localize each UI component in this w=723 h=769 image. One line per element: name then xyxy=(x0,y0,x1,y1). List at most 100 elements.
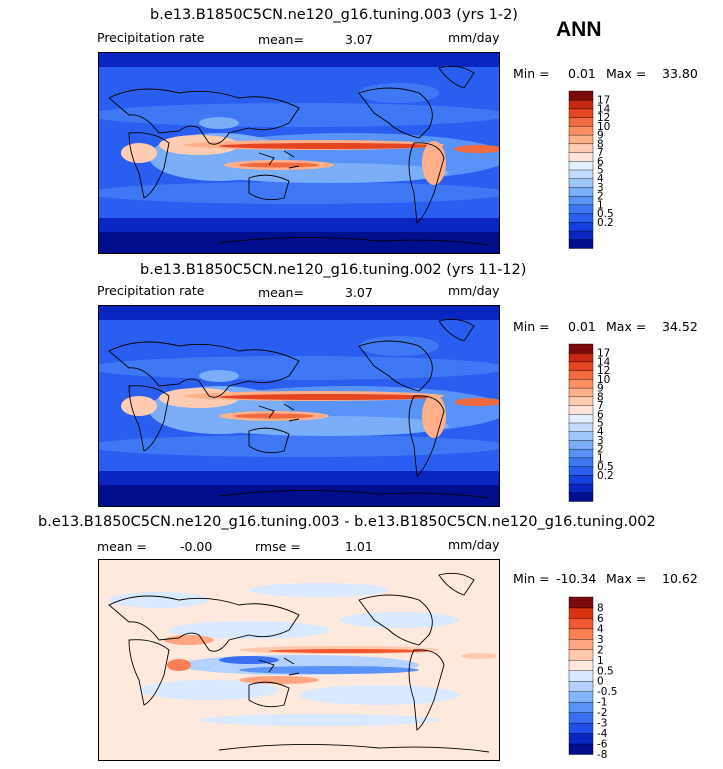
colorbar-swatch xyxy=(568,448,594,459)
panel3-rmse-value: 1.01 xyxy=(345,539,373,554)
panel1-max-label: Max = xyxy=(606,66,647,81)
colorbar-tick-label: 12 xyxy=(597,365,610,377)
colorbar-tick-label: 5 xyxy=(597,165,604,177)
colorbar-tick-label: 2 xyxy=(597,191,604,203)
colorbar-tick-label: 7 xyxy=(597,147,604,159)
colorbar-swatch xyxy=(568,617,594,630)
colorbar-swatch xyxy=(568,160,594,171)
colorbar-tick-label: 0.5 xyxy=(597,665,614,677)
panel3-units: mm/day xyxy=(448,537,500,552)
colorbar-tick-label: 4 xyxy=(597,426,604,438)
panel3-mean-value: -0.00 xyxy=(180,539,213,554)
colorbar-tick-label: -3 xyxy=(597,718,607,730)
panel1-map xyxy=(98,52,500,254)
colorbar-swatch xyxy=(568,108,594,118)
colorbar-swatch xyxy=(568,125,594,136)
colorbar-tick-label: 1 xyxy=(597,655,604,667)
colorbar-tick-label: 12 xyxy=(597,112,610,124)
panel1-mean-label: mean= xyxy=(258,32,304,47)
panel3-max-label: Max = xyxy=(606,571,647,586)
panel1-min-value: 0.01 xyxy=(568,66,596,81)
panel2-mean-label: mean= xyxy=(258,285,304,300)
season-label: ANN xyxy=(556,18,602,41)
colorbar-swatch xyxy=(568,90,594,101)
colorbar-swatch xyxy=(568,722,594,734)
colorbar-tick-label: 0.5 xyxy=(597,461,614,473)
panel2-max-label: Max = xyxy=(606,319,647,334)
colorbar-tick-label: 8 xyxy=(597,602,604,614)
colorbar-tick-label: 14 xyxy=(597,103,611,115)
colorbar-swatch xyxy=(568,352,594,363)
colorbar-swatch xyxy=(568,670,594,682)
panel1-min-label: Min = xyxy=(513,66,550,81)
colorbar-tick-label: 1 xyxy=(597,199,604,211)
colorbar-swatch xyxy=(568,439,594,450)
colorbar-swatch xyxy=(568,649,594,661)
colorbar-swatch xyxy=(568,143,594,153)
colorbar-swatch xyxy=(568,628,594,640)
colorbar-tick-label: 3 xyxy=(597,182,604,194)
colorbar-swatch xyxy=(568,701,594,713)
colorbar-tick-label: 9 xyxy=(597,383,604,395)
colorbar-tick-label: -2 xyxy=(597,707,607,719)
colorbar-tick-label: 3 xyxy=(597,634,604,646)
colorbar-swatch xyxy=(568,690,594,703)
colorbar-swatch xyxy=(568,169,594,179)
colorbar-tick-label: 9 xyxy=(597,130,604,142)
colorbar-tick-label: 10 xyxy=(597,374,610,386)
panel2-title: b.e13.B1850C5CN.ne120_g16.tuning.002 (yr… xyxy=(140,262,527,278)
panel3-map xyxy=(98,559,500,761)
colorbar-swatch xyxy=(568,465,594,476)
panel2-max-value: 34.52 xyxy=(662,319,698,334)
panel1-mean-value: 3.07 xyxy=(345,32,373,47)
colorbar-swatch xyxy=(568,116,594,127)
colorbar-swatch xyxy=(568,404,594,415)
colorbar-tick-label: 1 xyxy=(597,452,604,464)
colorbar-swatch xyxy=(568,743,594,755)
colorbar-tick-label: 6 xyxy=(597,156,604,168)
colorbar-swatch xyxy=(568,596,594,609)
colorbar-swatch xyxy=(568,361,594,371)
colorbar-tick-label: 4 xyxy=(597,173,604,185)
panel1-max-value: 33.80 xyxy=(662,66,698,81)
panel1-colorbar: 17 14 12 10 9 8 7 6 5 4 3 2 1 0.5 0.2 xyxy=(568,90,629,249)
colorbar-swatch xyxy=(568,204,594,214)
colorbar-tick-label: -0.5 xyxy=(597,686,618,698)
colorbar-swatch xyxy=(568,343,594,354)
colorbar-swatch xyxy=(568,638,594,651)
colorbar-tick-label: 6 xyxy=(597,409,604,421)
colorbar-tick-label: 0.5 xyxy=(597,208,614,220)
colorbar-swatch xyxy=(568,492,594,502)
colorbar-swatch xyxy=(568,607,594,619)
colorbar-tick-label: 3 xyxy=(597,435,604,447)
colorbar-tick-label: -1 xyxy=(597,697,607,709)
colorbar-swatch xyxy=(568,369,594,380)
colorbar-tick-label: 0.2 xyxy=(597,470,614,482)
colorbar-swatch xyxy=(568,212,594,223)
panel3-rmse-label: rmse = xyxy=(255,539,301,554)
panel2-variable: Precipitation rate xyxy=(97,283,205,298)
colorbar-tick-label: 6 xyxy=(597,613,604,625)
panel2-min-label: Min = xyxy=(513,319,550,334)
colorbar-swatch xyxy=(568,680,594,692)
colorbar-swatch xyxy=(568,431,594,441)
colorbar-swatch xyxy=(568,711,594,724)
panel1-units: mm/day xyxy=(448,30,500,45)
colorbar-swatch xyxy=(568,99,594,110)
panel3-colorbar: 8 6 4 3 2 1 0.5 0 -0.5 -1 -2 -3 -4 -6 -8 xyxy=(568,596,629,761)
colorbar-tick-label: -8 xyxy=(597,749,607,761)
colorbar-swatch xyxy=(568,239,594,249)
colorbar-swatch xyxy=(568,483,594,493)
colorbar-tick-label: -4 xyxy=(597,728,608,740)
panel3-min-label: Min = xyxy=(513,571,550,586)
colorbar-swatch xyxy=(568,474,594,485)
panel2-mean-value: 3.07 xyxy=(345,285,373,300)
colorbar-swatch xyxy=(568,151,594,162)
panel2-colorbar: 17 14 12 10 9 8 7 6 5 4 3 2 1 0.5 0.2 xyxy=(568,343,629,502)
colorbar-tick-label: 5 xyxy=(597,418,604,430)
colorbar-swatch xyxy=(568,134,594,145)
colorbar-swatch xyxy=(568,413,594,424)
colorbar-tick-label: 10 xyxy=(597,121,610,133)
colorbar-swatch xyxy=(568,396,594,406)
panel2-min-value: 0.01 xyxy=(568,319,596,334)
